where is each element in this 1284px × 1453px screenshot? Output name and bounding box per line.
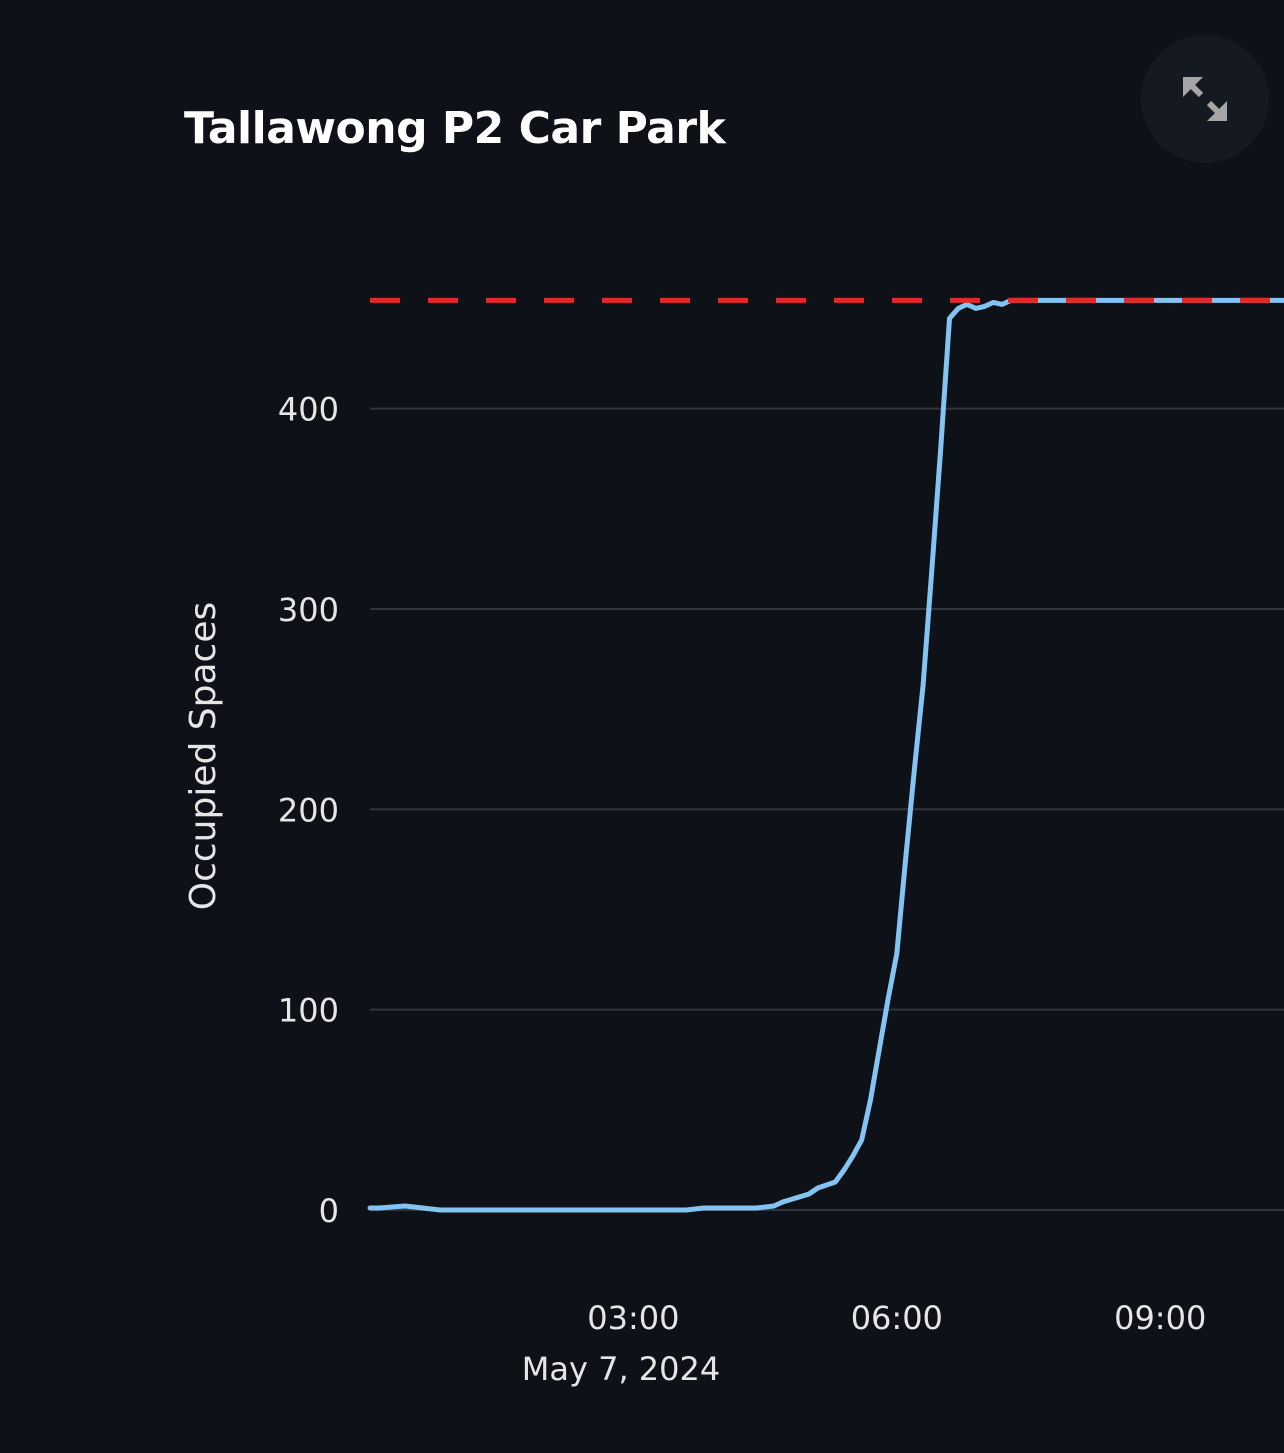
fullscreen-button[interactable] (1141, 35, 1269, 163)
y-tick-label: 300 (278, 591, 339, 629)
y-tick-label: 400 (278, 391, 339, 429)
expand-arrows-icon (1183, 77, 1227, 121)
y-tick-label: 0 (319, 1192, 339, 1230)
x-axis-date-label: May 7, 2024 (522, 1350, 720, 1388)
y-tick-labels: 0 100 200 300 400 (278, 391, 339, 1230)
x-tick-label: 03:00 (587, 1299, 679, 1337)
x-tick-label: 09:00 (1114, 1299, 1206, 1337)
y-axis-title: Occupied Spaces (183, 602, 224, 911)
y-tick-label: 200 (278, 791, 339, 829)
gridlines (370, 407, 1284, 1211)
series-layer (367, 297, 1284, 1213)
series-line (367, 297, 1284, 1213)
chart-title: Tallawong P2 Car Park (184, 103, 726, 154)
x-tick-labels: 03:00 06:00 09:00 (587, 1299, 1206, 1337)
x-tick-label: 06:00 (851, 1299, 943, 1337)
y-tick-label: 100 (278, 992, 339, 1030)
